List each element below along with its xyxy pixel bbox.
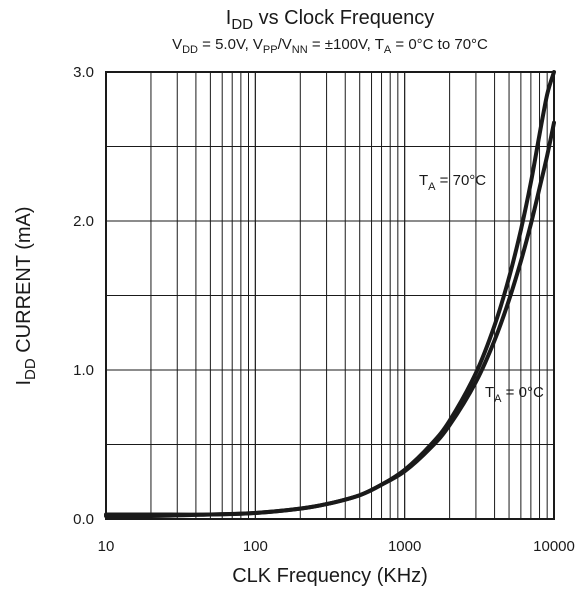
series-group [104,70,556,519]
x-tick-label: 10000 [533,538,575,555]
grid [106,72,554,519]
y-tick-label: 1.0 [73,362,94,379]
y-tick-label: 3.0 [73,64,94,81]
y-tick-label: 2.0 [73,213,94,230]
y-tick-labels: 0.0 1.0 2.0 3.0 [73,64,94,528]
series-label-70c: TA = 70°C [419,172,486,193]
plot-frame [105,71,555,520]
series-line-1 [104,120,556,517]
x-tick-labels: 10 100 1000 10000 [98,538,575,555]
x-tick-label: 10 [98,538,115,555]
series-label-0c: TA = 0°C [485,384,544,405]
chart-subtitle: VDD = 5.0V, VPP/VNN = ±100V, TA = 0°C to… [172,36,488,56]
y-axis-label: IDD CURRENT (mA) [13,206,39,385]
chart-title: IDD vs Clock Frequency [226,7,434,33]
y-tick-label: 0.0 [73,511,94,528]
x-tick-label: 100 [243,538,268,555]
x-tick-label: 1000 [388,538,421,555]
x-axis-label: CLK Frequency (KHz) [232,565,428,587]
series-line-0 [104,70,556,519]
